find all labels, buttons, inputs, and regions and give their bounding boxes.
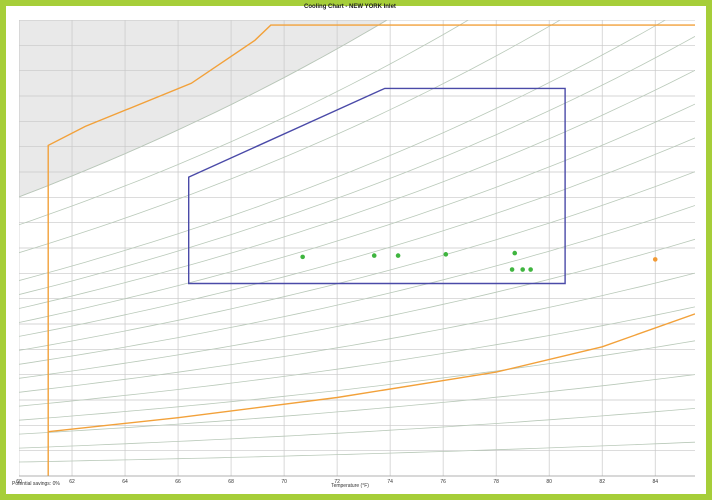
- x-tick-label: 66: [175, 479, 181, 485]
- x-tick-label: 62: [69, 479, 75, 485]
- x-tick-label: 70: [281, 479, 287, 485]
- data-point-green: [443, 252, 449, 257]
- x-tick-label: 64: [122, 479, 128, 485]
- rh-curve: [19, 20, 470, 226]
- data-point-green: [300, 254, 305, 260]
- rh-curve: [19, 20, 562, 254]
- x-tick-label: 80: [546, 479, 552, 485]
- rh-curve: [19, 171, 695, 351]
- potential-savings-label: Potential savings: 0%: [12, 481, 60, 487]
- data-point-orange: [652, 257, 658, 262]
- chart-title: Cooling Chart - NEW YORK Inlet: [304, 4, 396, 10]
- rh-curve: [19, 205, 695, 365]
- x-tick-label: 82: [599, 479, 605, 485]
- data-point-green: [371, 253, 377, 258]
- x-tick-label: 78: [493, 479, 499, 485]
- allowable-envelope-lower: [48, 313, 695, 433]
- data-point-green: [512, 250, 518, 256]
- x-tick-label: 84: [652, 479, 658, 485]
- data-point-green: [395, 253, 401, 258]
- rh-curve: [19, 69, 695, 309]
- rh-curve: [19, 374, 695, 435]
- data-point-green: [528, 267, 533, 272]
- x-tick-label: 68: [228, 479, 234, 485]
- rh-curve: [19, 238, 695, 379]
- data-point-green: [509, 267, 515, 272]
- x-tick-label: 60: [16, 479, 22, 485]
- allowable-envelope-upper: [47, 24, 695, 476]
- rh-curve: [19, 441, 695, 463]
- rh-curve: [19, 137, 695, 337]
- rh-curve: [19, 306, 695, 407]
- rh-curve: [19, 36, 695, 295]
- rh-curve: [19, 103, 695, 323]
- x-tick-label: 72: [334, 479, 340, 485]
- data-point-green: [520, 267, 525, 272]
- rh-curve: [19, 20, 667, 281]
- recommended-envelope: [188, 87, 566, 285]
- x-tick-label: 76: [440, 479, 446, 485]
- rh-curve: [19, 20, 388, 198]
- x-tick-label: 74: [387, 479, 393, 485]
- rh-curve: [19, 408, 695, 449]
- rh-curve: [19, 272, 695, 393]
- x-axis-label: Temperature (°F): [331, 483, 369, 489]
- rh-curve: [19, 340, 695, 421]
